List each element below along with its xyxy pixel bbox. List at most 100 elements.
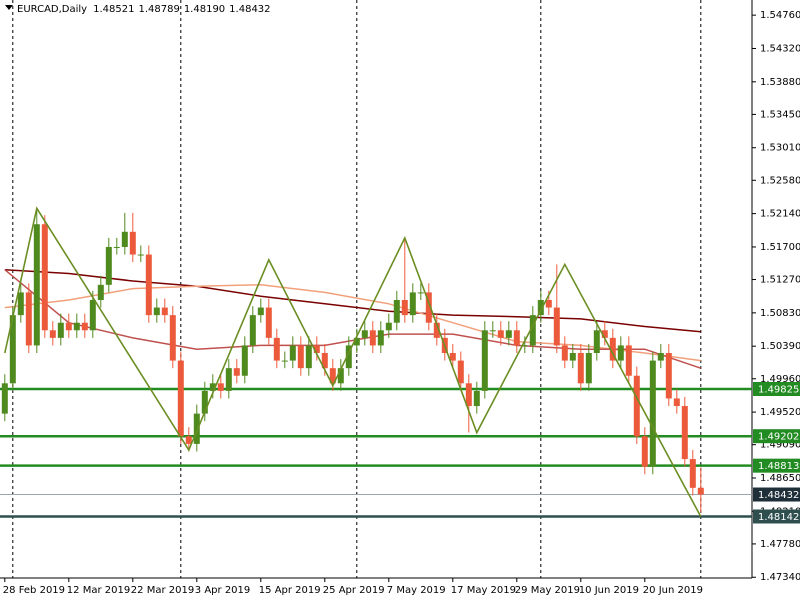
candle-body [641,436,648,467]
x-tick-label: 22 Mar 2019 [131,585,194,596]
candle-body [409,292,416,316]
candle-body [489,330,496,332]
candle-body [65,322,72,331]
candle-body [233,368,240,376]
level-label-box [753,429,800,444]
quote-low: 1.48190 [184,4,225,15]
candle-body [481,330,488,391]
candle-body [105,246,112,285]
x-tick-label: 3 Apr 2019 [195,585,250,596]
candle-body [521,345,528,347]
menu-icon[interactable] [5,5,13,10]
candle-body [81,322,88,331]
y-tick-label: 1.52140 [760,209,800,220]
candle-body [25,292,32,346]
candle-body [689,459,696,488]
level-label: 1.49202 [758,432,799,443]
x-tick-label: 17 May 2019 [451,585,516,596]
candle-body [9,315,16,384]
y-tick-label: 1.54320 [760,43,800,54]
candle-body [121,231,128,247]
candle-body [193,413,200,444]
candle-body [473,390,480,407]
candle-body [377,330,384,346]
candle-body [217,383,224,391]
y-tick-label: 1.50830 [760,308,800,319]
y-tick-label: 1.52580 [760,175,800,186]
moving-average [4,284,701,362]
candle-body [513,330,520,346]
y-tick-label: 1.53010 [760,143,800,154]
candle-body [97,284,104,300]
candle-body [241,345,248,376]
candle-body [329,368,336,384]
candle-body [665,353,672,399]
candle-body [697,487,704,495]
candle-body [601,330,608,338]
candle-body [401,299,408,316]
candle-body [449,353,456,361]
quote-close: 1.48432 [229,4,270,15]
candle-body [177,360,184,437]
quote-high: 1.48789 [138,4,179,15]
candle-body [33,224,40,346]
chart-header: EURCAD,Daily 1.48521 1.48789 1.48190 1.48432 [17,4,271,15]
candle-body [385,322,392,331]
candle-body [465,383,472,407]
candle-body [145,254,152,316]
candle-body [273,337,280,361]
candle-body [585,353,592,384]
level-label-box [753,381,800,396]
candle-body [657,353,664,361]
x-tick-label: 29 May 2019 [515,585,580,596]
candle-body [129,231,136,255]
candle-body [257,307,264,316]
candle-body [569,353,576,361]
candle-body [457,360,464,384]
candle-body [265,307,272,338]
candle-body [321,353,328,369]
candle-body [169,315,176,361]
y-tick-label: 1.47780 [760,539,800,550]
y-tick-label: 1.53450 [760,109,800,120]
y-tick-label: 1.50390 [760,341,800,352]
y-tick-label: 1.49090 [760,440,800,451]
candle-body [249,315,256,346]
candle-body [225,368,232,391]
candle-body [497,330,504,338]
candle-body [537,299,544,316]
candle-body [297,345,304,369]
x-tick-label: 20 Jun 2019 [643,585,703,596]
candle-body [649,360,656,467]
y-tick-label: 1.49520 [760,407,800,418]
level-label: 1.49825 [758,384,799,395]
candle-body [113,246,120,248]
x-tick-label: 12 Mar 2019 [67,585,130,596]
candle-body [417,292,424,294]
candle-body [209,383,216,391]
candle-body [201,390,208,414]
candle-body [433,322,440,338]
candle-body [17,292,24,316]
candle-body [633,375,640,437]
candle-body [369,330,376,346]
y-tick-label: 1.51270 [760,275,800,286]
moving-average [4,268,701,333]
candle-body [305,345,312,369]
level-label-box [753,509,800,524]
candle-body [529,315,536,346]
x-tick-label: 7 May 2019 [387,585,446,596]
candle-body [73,322,80,331]
candle-body [313,345,320,354]
candle-body [89,299,96,331]
candle-body [609,337,616,361]
candle-body [161,307,168,316]
x-tick-label: 25 Apr 2019 [323,585,385,596]
candle-body [593,330,600,354]
candle-body [361,330,368,338]
candle-body [553,307,560,346]
y-tick-label: 1.53880 [760,77,800,88]
candle-body [153,307,160,316]
